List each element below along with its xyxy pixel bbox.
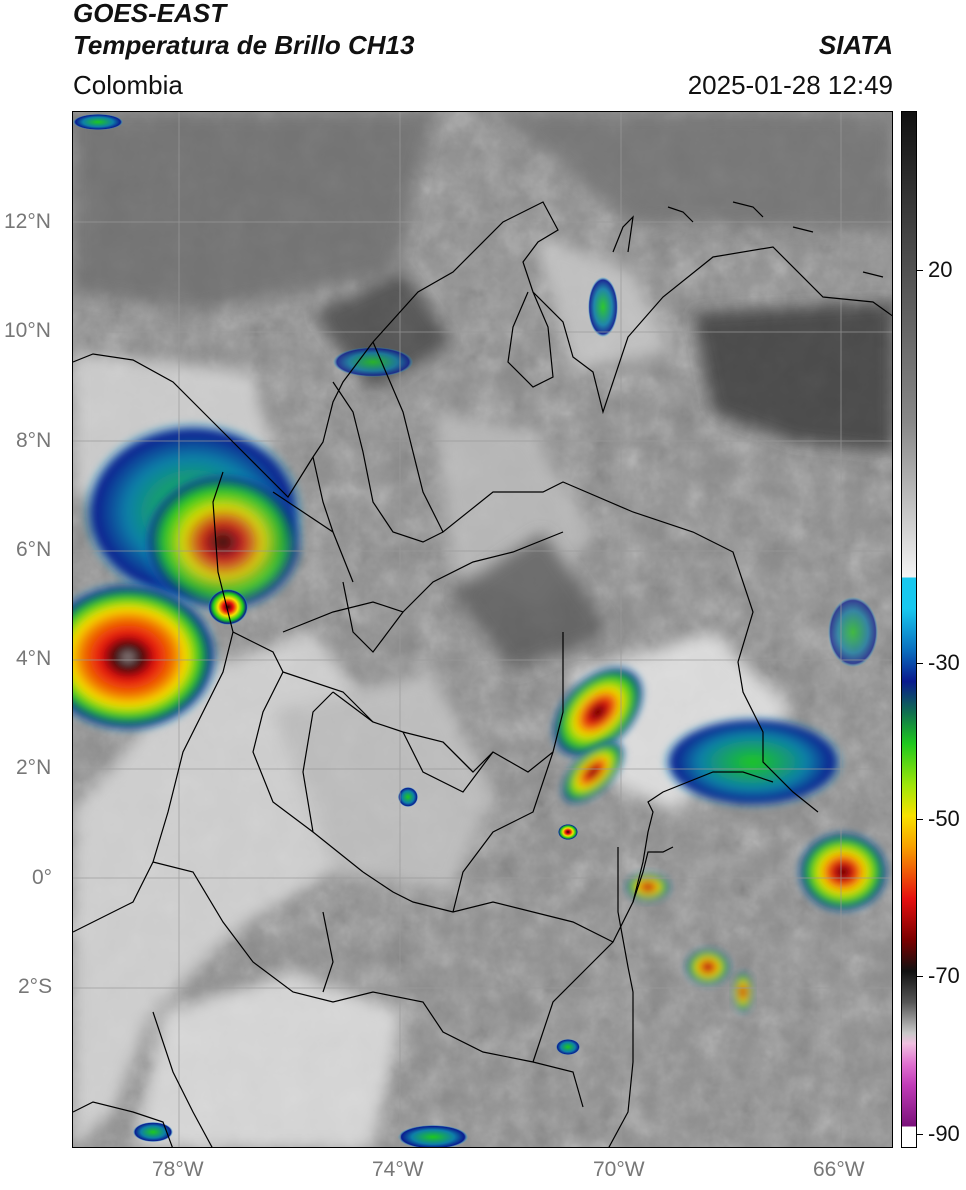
lat-label-2n: 2°N bbox=[16, 756, 52, 779]
lat-label-10n: 10°N bbox=[4, 319, 51, 342]
brand-label: SIATA bbox=[818, 30, 893, 60]
borders bbox=[73, 201, 892, 1147]
lon-label-78w: 78°W bbox=[152, 1158, 204, 1181]
title-line-2: Temperatura de Brillo CH13 bbox=[73, 30, 415, 60]
lat-label-8n: 8°N bbox=[16, 429, 52, 452]
satellite-map[interactable] bbox=[72, 111, 893, 1148]
colorbar-label-m50: -50 bbox=[928, 806, 960, 831]
lat-label-2s: 2°S bbox=[18, 975, 53, 998]
colorbar-tick-m50 bbox=[917, 819, 923, 820]
lat-label-4n: 4°N bbox=[16, 647, 52, 670]
colorbar-label-m90: -90 bbox=[928, 1121, 960, 1146]
dark-areas bbox=[73, 112, 892, 672]
colorbar-tick-m90 bbox=[917, 1134, 923, 1135]
colorbar-label-20: 20 bbox=[928, 257, 953, 282]
cold-cloud-tops bbox=[73, 114, 888, 1147]
lon-label-74w: 74°W bbox=[372, 1158, 424, 1181]
lat-label-12n: 12°N bbox=[4, 210, 51, 233]
colorbar-label-m70: -70 bbox=[928, 963, 960, 988]
colorbar-tick-m30 bbox=[917, 663, 923, 664]
map-canvas bbox=[73, 112, 892, 1147]
graticule bbox=[73, 112, 892, 1147]
colorbar-tick-20 bbox=[917, 270, 923, 271]
lat-label-0: 0° bbox=[32, 866, 53, 889]
colorbar bbox=[901, 111, 917, 1148]
title-line-1: GOES-EAST bbox=[73, 0, 227, 28]
region-label: Colombia bbox=[73, 70, 183, 100]
datetime-label: 2025-01-28 12:49 bbox=[687, 70, 893, 100]
lon-label-70w: 70°W bbox=[593, 1158, 645, 1181]
lat-label-6n: 6°N bbox=[16, 538, 52, 561]
colorbar-tick-m70 bbox=[917, 976, 923, 977]
lon-label-66w: 66°W bbox=[813, 1158, 865, 1181]
colorbar-label-m30: -30 bbox=[928, 650, 960, 675]
